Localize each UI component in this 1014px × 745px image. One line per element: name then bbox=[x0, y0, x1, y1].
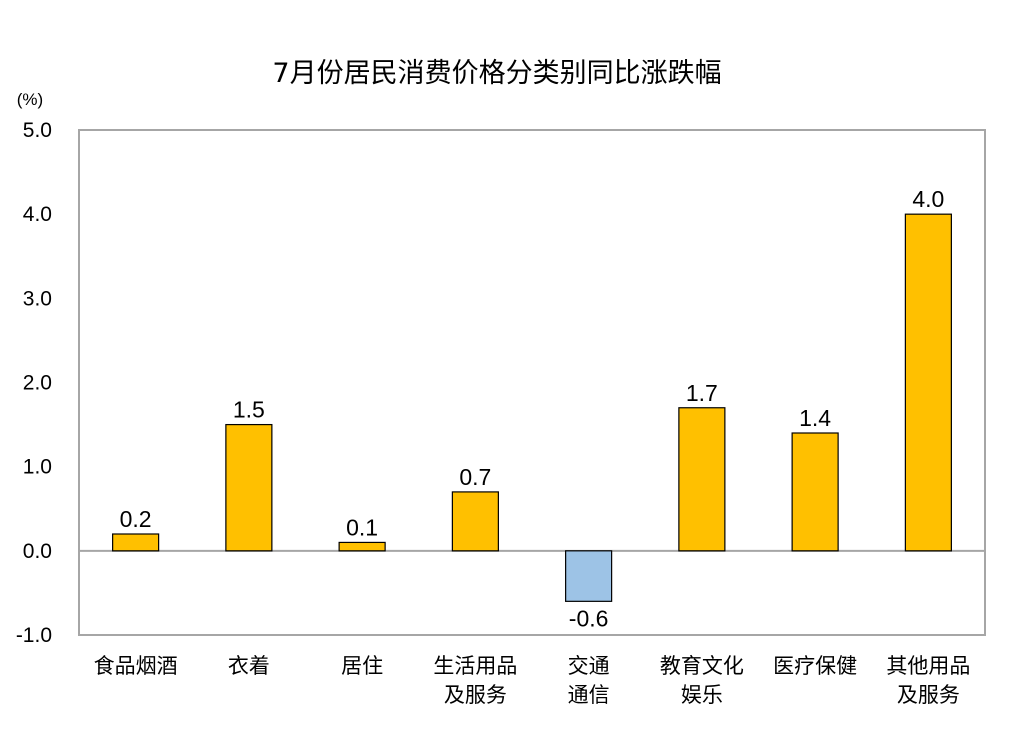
bar bbox=[678, 407, 726, 552]
x-category-label: 生活用品 bbox=[433, 654, 517, 678]
data-label: 0.1 bbox=[346, 514, 378, 540]
data-label: 1.5 bbox=[233, 397, 265, 423]
x-category-label: 医疗保健 bbox=[773, 654, 857, 678]
data-label: 1.7 bbox=[686, 380, 718, 406]
y-tick-label: 0.0 bbox=[23, 540, 52, 563]
bars bbox=[112, 213, 952, 602]
y-tick-label: 1.0 bbox=[23, 456, 52, 479]
y-tick-label: -1.0 bbox=[16, 624, 52, 647]
data-label: 0.7 bbox=[459, 464, 491, 490]
bar bbox=[904, 213, 952, 552]
bar bbox=[112, 533, 160, 552]
data-label: -0.6 bbox=[569, 605, 609, 631]
x-category-label: 食品烟酒 bbox=[94, 654, 178, 678]
x-category-label: 娱乐 bbox=[681, 683, 723, 707]
x-category-label: 交通 bbox=[568, 654, 610, 678]
data-label: 1.4 bbox=[799, 405, 831, 431]
bar bbox=[565, 550, 613, 602]
y-axis-unit-label: (%) bbox=[17, 90, 43, 109]
bar bbox=[225, 423, 273, 552]
y-axis-ticks: -1.0 0.0 1.0 2.0 3.0 4.0 5.0 bbox=[16, 119, 52, 647]
x-category-label: 其他用品 bbox=[886, 654, 970, 678]
data-label: 0.2 bbox=[120, 506, 152, 532]
bar bbox=[338, 541, 386, 552]
plot-area bbox=[78, 129, 986, 636]
y-tick-label: 2.0 bbox=[23, 372, 52, 395]
y-tick-label: 5.0 bbox=[23, 119, 52, 142]
x-category-label: 衣着 bbox=[228, 654, 270, 678]
data-label: 4.0 bbox=[912, 186, 944, 212]
x-category-label: 居住 bbox=[341, 654, 383, 678]
y-tick-label: 4.0 bbox=[23, 203, 52, 226]
bar bbox=[451, 491, 499, 552]
y-tick-label: 3.0 bbox=[23, 287, 52, 310]
x-category-label: 及服务 bbox=[444, 683, 507, 707]
x-category-label: 通信 bbox=[568, 683, 610, 707]
bar bbox=[791, 432, 839, 552]
value-labels: 0.2 1.5 0.1 0.7 -0.6 1.7 1.4 4.0 bbox=[120, 186, 945, 631]
x-category-label: 及服务 bbox=[897, 683, 960, 707]
chart-title: 7月份居民消费价格分类别同比涨跌幅 bbox=[272, 58, 721, 89]
x-category-label: 教育文化 bbox=[660, 654, 744, 678]
